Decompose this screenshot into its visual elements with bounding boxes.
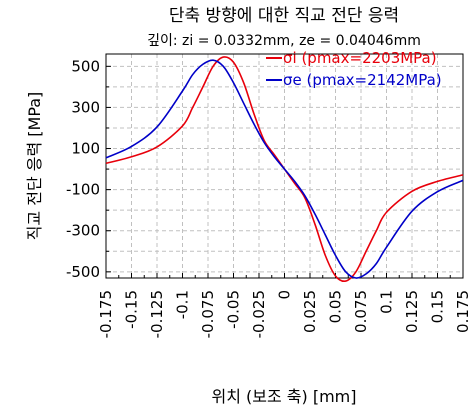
x-tick-label: -0.15 [123,290,141,329]
y-tick-label: 100 [71,140,100,158]
x-tick-label: -0.05 [225,290,243,329]
axis-ticks: -0.175 -0.15 -0.125 -0.1 -0.075 -0.05 -0.025 0 0… [66,57,472,338]
legend-label-2: σe (pmax=2142MPa) [283,71,442,89]
series-line-2 [105,59,464,279]
x-tick-label: 0.025 [301,290,319,333]
x-tick-label: 0.1 [378,290,396,314]
y-tick-label: 300 [71,98,100,116]
legend-label-1: σi (pmax=2203MPa) [283,49,437,67]
legend: σi (pmax=2203MPa) σe (pmax=2142MPa) [266,49,442,89]
x-tick-label: -0.175 [97,290,115,338]
x-tick-label: 0.05 [327,290,345,323]
x-tick-label: 0.125 [403,290,421,333]
x-tick-label: 0 [276,290,294,300]
x-tick-label: 0.075 [352,290,370,333]
grid [105,54,464,278]
y-axis-label: 직교 전단 응력 [MPa] [25,92,44,241]
x-tick-label: -0.075 [199,290,217,338]
x-tick-label: -0.025 [250,290,268,338]
y-tick-label: -300 [66,222,100,240]
y-tick-label: -500 [66,263,100,281]
x-tick-label: 0.15 [429,290,447,323]
x-tick-label: -0.125 [148,290,166,338]
y-tick-label: -100 [66,181,100,199]
series-group [105,56,464,283]
chart-title: 단축 방향에 대한 직교 전단 응력 [169,6,399,26]
x-axis-label: 위치 (보조 축) [mm] [212,387,357,406]
chart-subtitle: 깊이: zi = 0.0332mm, ze = 0.04046mm [147,33,421,49]
x-tick-label: -0.1 [174,290,192,319]
x-tick-label: 0.175 [454,290,472,333]
y-tick-label: 500 [71,57,100,75]
